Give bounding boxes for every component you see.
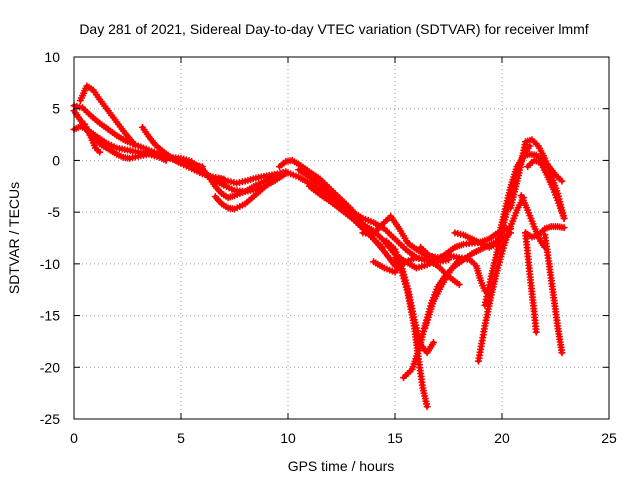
data-point-end <box>560 214 568 222</box>
x-tick-label: 10 <box>280 430 296 446</box>
y-tick-label: -10 <box>40 256 60 272</box>
series-pass-28 <box>517 192 549 251</box>
series-pass-12 <box>278 169 399 270</box>
series-line-pass-12 <box>279 170 397 268</box>
series-pass-23 <box>474 194 527 365</box>
y-tick-label: 0 <box>52 152 60 168</box>
series-pass-24 <box>481 142 534 309</box>
x-tick-label: 25 <box>601 430 617 446</box>
y-tick-label: 10 <box>44 49 60 65</box>
x-tick-label: 0 <box>70 430 78 446</box>
series-pass-30 <box>522 229 540 336</box>
plot-frame <box>73 56 610 420</box>
x-tick-label: 5 <box>177 430 185 446</box>
series-pass-9 <box>211 169 290 213</box>
y-tick-label: -5 <box>48 204 61 220</box>
y-tick-label: 5 <box>52 101 60 117</box>
data-point-end <box>532 328 540 336</box>
series-pass-15 <box>359 212 474 264</box>
series-pass-13 <box>295 166 452 266</box>
x-tick-label: 15 <box>387 430 403 446</box>
series-pass-4 <box>76 82 138 148</box>
chart-title: Day 281 of 2021, Sidereal Day-to-day VTE… <box>79 21 588 37</box>
series-pass-31 <box>541 231 566 357</box>
data-series <box>70 82 568 411</box>
data-point-end <box>560 224 568 232</box>
data-point-end <box>430 338 438 346</box>
y-tick-label: -15 <box>40 308 60 324</box>
y-tick-label: -25 <box>40 411 60 427</box>
y-tick-label: -20 <box>40 359 60 375</box>
x-axis-label: GPS time / hours <box>288 458 395 474</box>
series-pass-27 <box>524 156 568 222</box>
data-point-end <box>130 140 138 148</box>
y-axis-label: SDTVAR / TECUs <box>6 182 22 294</box>
data-point-end <box>558 177 566 185</box>
data-point-end <box>455 281 463 289</box>
series-pass-20 <box>421 254 493 332</box>
series-pass-5 <box>81 120 104 156</box>
axis-ticks: 0 5 10 15 20 25 10 5 0 -5 -10 -15 -20 -25 <box>40 49 617 446</box>
data-point-end <box>558 349 566 357</box>
data-point-end <box>423 403 431 411</box>
x-tick-label: 20 <box>494 430 510 446</box>
data-point-end <box>96 148 104 156</box>
